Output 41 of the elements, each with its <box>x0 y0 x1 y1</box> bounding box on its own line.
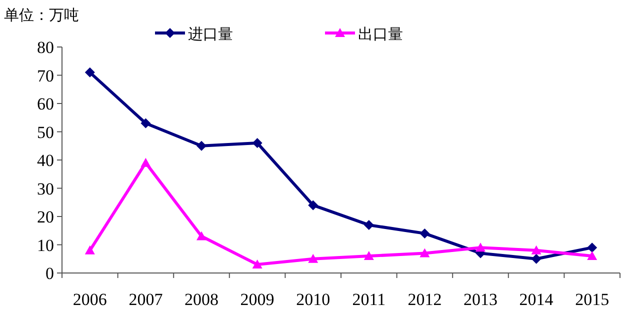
xtick: 2009 <box>240 290 274 309</box>
point <box>587 251 598 260</box>
point <box>587 242 598 253</box>
point <box>84 245 95 254</box>
legend: 出口量 <box>358 27 403 43</box>
point <box>252 260 262 269</box>
point <box>84 67 95 78</box>
ytick: 50 <box>37 122 54 142</box>
point <box>364 251 374 260</box>
point <box>476 242 486 252</box>
xtick: 2011 <box>352 290 386 309</box>
ytick: 40 <box>37 151 54 170</box>
xtick: 2014 <box>519 290 554 309</box>
legend: 进口量 <box>188 27 233 43</box>
point <box>252 138 262 148</box>
ytick: 70 <box>37 66 54 86</box>
point <box>140 158 151 167</box>
point <box>531 254 542 264</box>
ytick: 30 <box>37 179 54 198</box>
point <box>308 200 318 210</box>
xtick: 2015 <box>575 290 610 309</box>
ytick: 80 <box>37 38 54 57</box>
xtick: 2007 <box>128 290 163 309</box>
point <box>308 254 318 263</box>
xtick: 2010 <box>296 290 330 309</box>
ytick: 60 <box>37 94 54 114</box>
xtick: 2006 <box>72 290 107 309</box>
point <box>196 140 206 151</box>
ytick: 0 <box>46 264 54 283</box>
point <box>420 248 430 258</box>
xtick: 2008 <box>184 290 218 309</box>
point <box>420 228 430 238</box>
point <box>140 118 151 128</box>
ylabel: 单位：万吨 <box>4 8 79 24</box>
ytick: 10 <box>37 236 54 255</box>
xtick: 2012 <box>408 290 442 309</box>
point <box>531 245 542 254</box>
point <box>196 231 206 240</box>
ytick: 20 <box>37 208 54 226</box>
xtick: 2013 <box>464 290 498 309</box>
point <box>364 220 374 230</box>
